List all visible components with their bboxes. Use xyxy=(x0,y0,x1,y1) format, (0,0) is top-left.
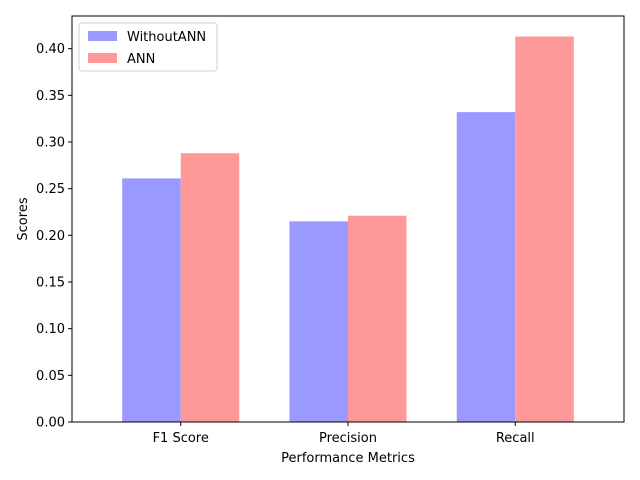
legend-label: ANN xyxy=(127,52,155,67)
x-tick-label: Recall xyxy=(496,431,535,446)
x-axis-title: Performance Metrics xyxy=(281,451,415,466)
bar-withoutann-f1-score xyxy=(122,178,181,422)
y-tick-label: 0.20 xyxy=(36,229,65,244)
ticks-layer: 0.00 0.05 0.10 0.15 0.20 0.25 0.30 0.35 0.40 F1 S… xyxy=(36,42,535,446)
y-tick-label: 0.25 xyxy=(36,182,65,197)
bar-withoutann-recall xyxy=(456,112,516,422)
y-axis-title: Scores xyxy=(16,197,31,240)
legend-swatch xyxy=(88,31,117,41)
bar-ann-recall xyxy=(515,36,574,423)
legend-swatch xyxy=(88,53,117,63)
legend: WithoutANN ANN xyxy=(78,22,218,72)
bar-withoutann-precision xyxy=(289,221,348,422)
x-tick-label: Precision xyxy=(319,431,377,446)
bars-layer xyxy=(122,36,574,423)
bar-ann-f1-score xyxy=(180,153,240,422)
y-tick-label: 0.05 xyxy=(36,369,65,384)
legend-label: WithoutANN xyxy=(127,30,206,45)
y-tick-label: 0.15 xyxy=(36,276,65,291)
y-tick-label: 0.00 xyxy=(36,416,65,431)
x-tick-label: F1 Score xyxy=(153,431,209,446)
y-tick-label: 0.40 xyxy=(36,42,65,57)
bar-ann-precision xyxy=(348,215,407,422)
y-tick-label: 0.10 xyxy=(36,322,65,337)
plot-frame xyxy=(71,15,625,423)
y-tick-label: 0.35 xyxy=(36,89,65,104)
y-tick-label: 0.30 xyxy=(36,136,65,151)
